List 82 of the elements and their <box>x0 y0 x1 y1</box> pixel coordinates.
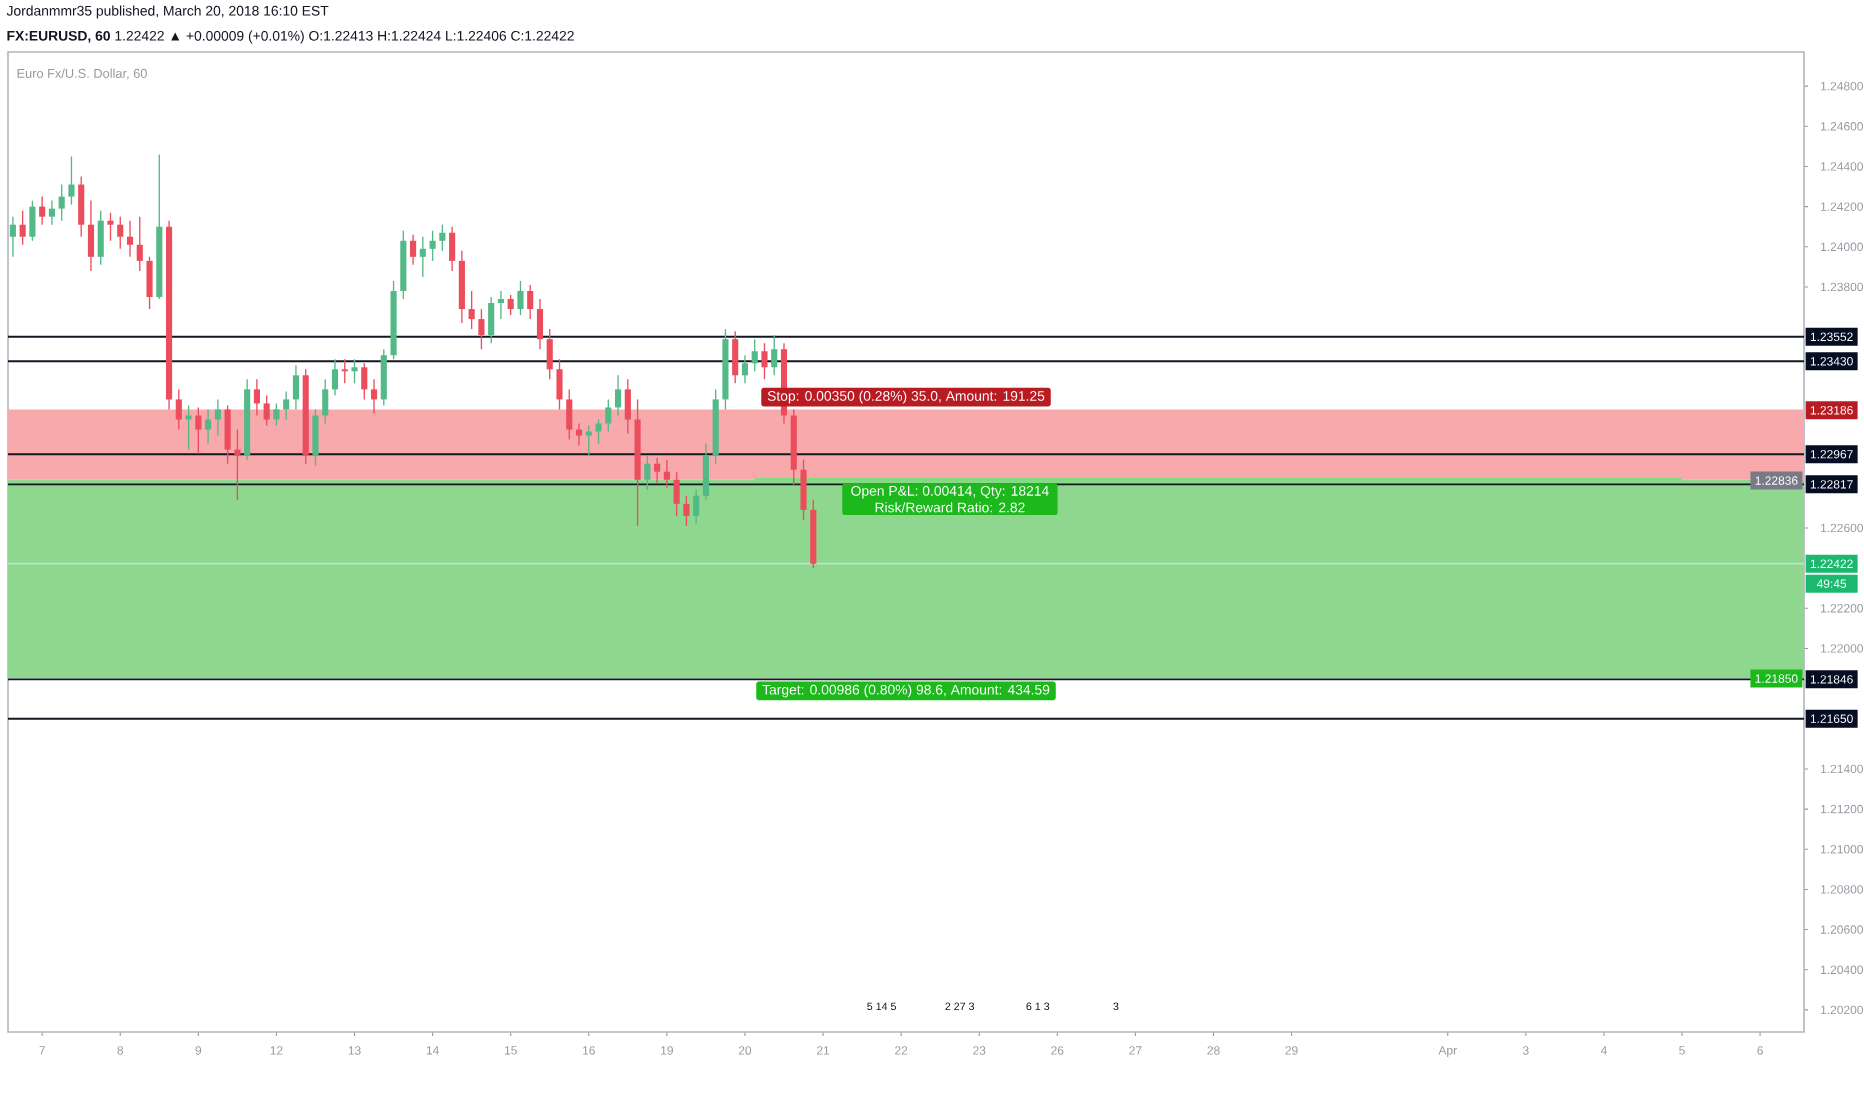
candlestick <box>195 406 202 455</box>
candlestick <box>556 358 563 411</box>
candlestick <box>156 153 163 300</box>
candlestick <box>488 296 495 344</box>
candlestick <box>214 398 221 437</box>
candlestick <box>605 398 612 433</box>
candlestick <box>165 220 173 411</box>
candlestick <box>478 308 485 350</box>
candlestick <box>761 342 768 380</box>
candlestick <box>146 256 153 310</box>
candlestick <box>361 362 368 401</box>
candlestick <box>790 408 797 487</box>
candlestick <box>741 354 749 385</box>
candlestick <box>663 458 670 489</box>
candlestick <box>283 390 290 421</box>
candlestick <box>263 394 270 427</box>
candlestick <box>673 471 680 517</box>
candlestick <box>244 378 251 461</box>
candlestick <box>253 378 260 417</box>
candlestick <box>234 428 241 501</box>
candlestick <box>400 230 407 300</box>
candlestick <box>29 199 36 242</box>
candlestick <box>771 334 778 376</box>
candlestick <box>380 348 387 407</box>
candlestick <box>683 495 690 527</box>
candlestick <box>312 408 319 467</box>
candlestick <box>410 234 417 266</box>
candlestick <box>614 374 622 417</box>
candlestick <box>644 454 651 491</box>
candlestick <box>48 199 55 226</box>
candlestick <box>693 489 700 525</box>
candlestick <box>449 226 456 272</box>
candlestick <box>107 211 114 242</box>
candlestick <box>468 290 475 330</box>
candlestick <box>175 388 182 431</box>
candlestick <box>68 155 75 206</box>
candlestick <box>136 216 143 272</box>
candlestick <box>58 183 65 222</box>
candlestick <box>536 298 544 350</box>
candlestick <box>97 209 104 266</box>
candlestick <box>224 404 231 465</box>
candlestick <box>732 330 739 385</box>
candlestick <box>585 424 592 457</box>
candlestick <box>292 364 300 411</box>
candlestick <box>654 456 661 485</box>
candlestick <box>712 388 719 465</box>
candlestick <box>78 175 85 238</box>
candlestick <box>390 280 397 360</box>
candlestick <box>507 294 514 316</box>
candlestick <box>810 499 817 569</box>
candlestick <box>9 216 16 258</box>
candlestick <box>595 418 602 445</box>
candlestick <box>126 220 134 258</box>
candlestick <box>302 368 309 465</box>
candlestick <box>370 378 378 415</box>
candlestick <box>273 402 280 427</box>
candlestick <box>117 216 124 250</box>
candlestick <box>351 358 358 385</box>
candlestick <box>458 250 465 324</box>
candlestick <box>624 378 631 435</box>
candlestick <box>19 209 26 246</box>
candlestick <box>322 378 329 425</box>
candlestick <box>566 388 573 441</box>
candlestick <box>517 280 524 316</box>
candlestick <box>341 358 348 385</box>
candlestick <box>39 195 46 226</box>
candlestick <box>185 404 192 451</box>
candlestick <box>439 224 446 252</box>
candlestick <box>497 290 504 320</box>
candlestick <box>800 458 807 521</box>
candlestick <box>87 199 95 272</box>
candlestick <box>546 328 553 380</box>
candlestick <box>527 284 534 320</box>
candlestick <box>205 408 212 445</box>
candlestick <box>634 398 641 527</box>
candlestick <box>331 358 339 397</box>
candlestick <box>429 230 436 262</box>
candlestick <box>419 236 426 278</box>
candlestick <box>575 422 583 447</box>
candlestick <box>702 442 709 501</box>
candlestick <box>722 328 729 411</box>
candlestick <box>751 338 758 372</box>
